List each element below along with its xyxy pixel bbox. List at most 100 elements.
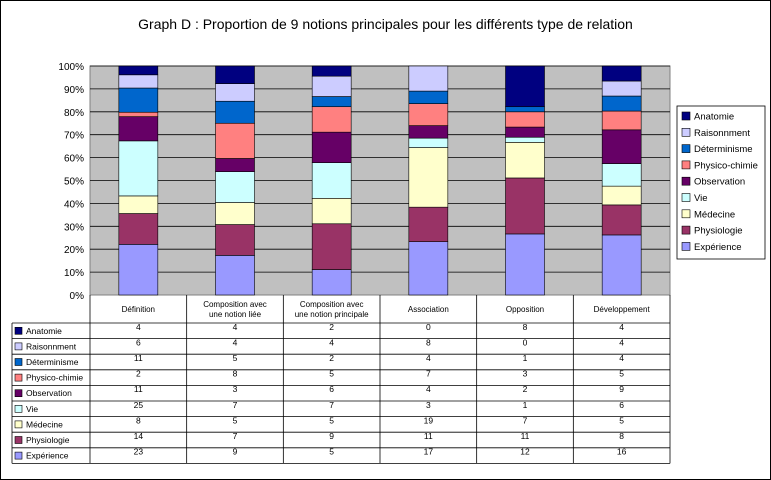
table-cell-value: 8 (426, 337, 431, 347)
bar-segment (408, 125, 449, 139)
table-cell-value: 14 (134, 431, 144, 441)
bar-segment (118, 111, 159, 117)
chart-title: Graph D : Proportion de 9 notions princi… (138, 16, 633, 32)
table-cell-value: 1 (523, 353, 528, 363)
table-cell-value: 11 (424, 431, 433, 441)
bar-segment (118, 140, 159, 197)
y-tick-label: 90% (64, 85, 84, 96)
bar-segment (215, 255, 255, 296)
bar-segment (408, 241, 449, 296)
table-cell-value: 11 (134, 384, 143, 394)
bar-segment (311, 198, 352, 225)
bar-segment (215, 224, 255, 256)
table-row-label: Anatomie (26, 326, 62, 336)
y-tick-label: 80% (64, 108, 84, 119)
table-cell-value: 5 (233, 415, 238, 425)
table-row-label: Vie (26, 404, 38, 414)
y-tick-label: 50% (64, 177, 84, 188)
legend-label: Physico-chimie (694, 160, 758, 171)
table-row-label: Observation (26, 388, 72, 398)
table-cell-value: 4 (233, 322, 238, 332)
bar-segment (408, 103, 449, 126)
category-label: Opposition (506, 305, 544, 314)
bar-segment (505, 177, 545, 235)
bar-segment (311, 96, 352, 108)
bar-segment (601, 204, 642, 236)
bar-segment (215, 171, 255, 203)
bar-segment (408, 206, 449, 242)
table-cell-value: 0 (426, 322, 431, 332)
legend-swatch (681, 144, 691, 153)
table-cell-value: 4 (233, 337, 238, 347)
table-cell-value: 4 (619, 322, 624, 332)
table-row-label: Raisonnment (26, 341, 77, 351)
table-cell-value: 2 (329, 322, 334, 332)
category-label: Définition (122, 305, 155, 314)
bar-segment (408, 90, 449, 104)
table-cell-value: 6 (136, 337, 141, 347)
table-cell-value: 7 (523, 415, 528, 425)
table-cell-value: 7 (426, 369, 431, 379)
table-legend-key (14, 404, 23, 413)
table-cell-value: 4 (619, 353, 624, 363)
legend-label: Déterminisme (694, 144, 753, 155)
table-cell-value: 23 (134, 447, 144, 457)
legend-swatch (681, 193, 691, 202)
bar-segment (311, 65, 352, 77)
y-tick-label: 70% (64, 131, 84, 142)
bar-segment (505, 142, 545, 179)
legend-swatch (681, 176, 691, 186)
table-cell-value: 6 (619, 400, 624, 410)
bar-segment (215, 122, 255, 159)
table-cell-value: 1 (523, 400, 528, 410)
bar-segment (311, 269, 352, 296)
bar-segment (118, 244, 159, 296)
legend-box (676, 105, 766, 260)
table-cell-value: 12 (520, 447, 530, 457)
table-cell-value: 4 (426, 384, 431, 394)
bar-segment (601, 234, 642, 296)
table-legend-key (14, 420, 23, 429)
table-row-label: Déterminisme (26, 357, 79, 367)
table-legend-key (14, 451, 23, 460)
table-legend-key (14, 342, 23, 351)
table-cell-value: 8 (136, 415, 141, 425)
legend-label: Anatomie (694, 112, 734, 123)
y-tick-label: 10% (64, 268, 84, 279)
table-cell-value: 9 (233, 447, 238, 457)
legend-label: Physiologie (694, 226, 743, 237)
bar-segment (311, 106, 352, 133)
bar-segment (311, 131, 352, 163)
table-cell-value: 6 (329, 384, 334, 394)
bar-segment (118, 116, 159, 142)
bar-segment (505, 233, 545, 296)
table-cell-value: 4 (136, 322, 141, 332)
table-cell-value: 4 (329, 337, 334, 347)
table-cell-value: 4 (619, 337, 624, 347)
bar-segment (505, 126, 545, 138)
legend-label: Observation (694, 177, 745, 188)
category-label: une notion liée (209, 310, 262, 319)
legend-label: Raisonnment (694, 128, 750, 139)
table-row-label: Physico-chimie (26, 373, 83, 383)
y-tick-label: 100% (58, 62, 84, 73)
table-cell-value: 3 (233, 384, 238, 394)
y-tick-label: 0% (70, 291, 85, 302)
legend-swatch (681, 160, 691, 170)
bar-segment (601, 95, 642, 112)
bar-segment (601, 129, 642, 164)
table-row-label: Expérience (26, 451, 69, 461)
legend-label: Médecine (694, 209, 735, 220)
bar-segment (118, 65, 159, 76)
bar-segment (215, 158, 255, 172)
bar-segment (311, 75, 352, 97)
table-cell-value: 4 (426, 353, 431, 363)
table-cell-value: 8 (619, 431, 624, 441)
bar-segment (505, 106, 545, 113)
y-tick-label: 60% (64, 154, 84, 165)
table-cell-value: 3 (523, 369, 528, 379)
bar-segment (215, 83, 255, 102)
legend-swatch (681, 209, 691, 219)
table-cell-value: 25 (134, 400, 144, 410)
